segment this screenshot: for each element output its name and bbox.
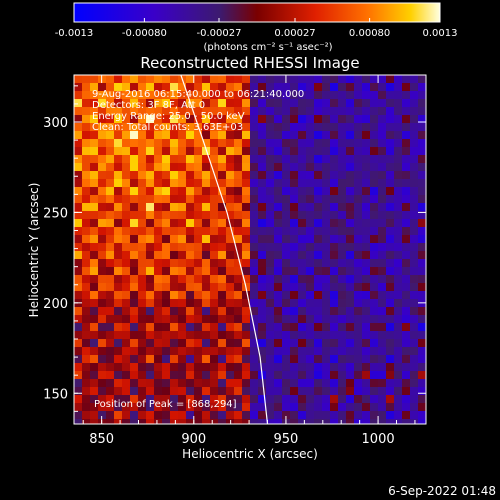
annotation-energy: Energy Range: 25.0 - 50.0 keV (92, 111, 245, 122)
y-axis-label: Heliocentric Y (arcsec) (27, 183, 41, 318)
y-tick-label: 300 (43, 116, 68, 131)
peak-position-label: Position of Peak = [868,294] (94, 399, 237, 410)
colorbar-tick-label: -0.00080 (122, 28, 167, 39)
x-tick-label: 950 (274, 432, 299, 447)
chart-title: Reconstructed RHESSI Image (140, 54, 359, 72)
colorbar-tick-label: 0.0013 (423, 28, 458, 39)
annotation-block: 9-Aug-2016 06:15:40.000 to 06:21:40.000 … (92, 89, 304, 133)
colorbar-ticks: -0.0013 -0.00080 -0.00027 0.00027 0.00080 0.0… (55, 18, 458, 39)
timestamp: 6-Sep-2022 01:48 (388, 484, 496, 498)
solar-limb-line (180, 75, 269, 424)
plot-frame (73, 74, 427, 425)
colorbar (73, 2, 441, 23)
annotation-counts: Clean: Total counts: 3.63E+03 (92, 122, 243, 133)
axes: 850 900 950 1000 150 200 250 300 (43, 75, 426, 447)
annotation-time: 9-Aug-2016 06:15:40.000 to 06:21:40.000 (92, 89, 304, 100)
y-tick-label: 250 (43, 206, 68, 221)
heatmap-image (74, 75, 426, 424)
colorbar-tick-label: -0.0013 (55, 28, 94, 39)
y-tick-label: 200 (43, 297, 68, 312)
x-tick-label: 850 (89, 432, 114, 447)
colorbar-tick-label: -0.00027 (197, 28, 242, 39)
colorbar-tick-label: 0.00080 (349, 28, 390, 39)
colorbar-units: (photons cm⁻² s⁻¹ asec⁻²) (203, 42, 332, 53)
annotation-detectors: Detectors: 3F 8F, Att 0 (92, 100, 205, 111)
x-axis-label: Heliocentric X (arcsec) (182, 447, 318, 461)
y-tick-label: 150 (43, 387, 68, 402)
x-tick-label: 900 (181, 432, 206, 447)
colorbar-tick-label: 0.00027 (274, 28, 315, 39)
x-tick-label: 1000 (362, 432, 395, 447)
